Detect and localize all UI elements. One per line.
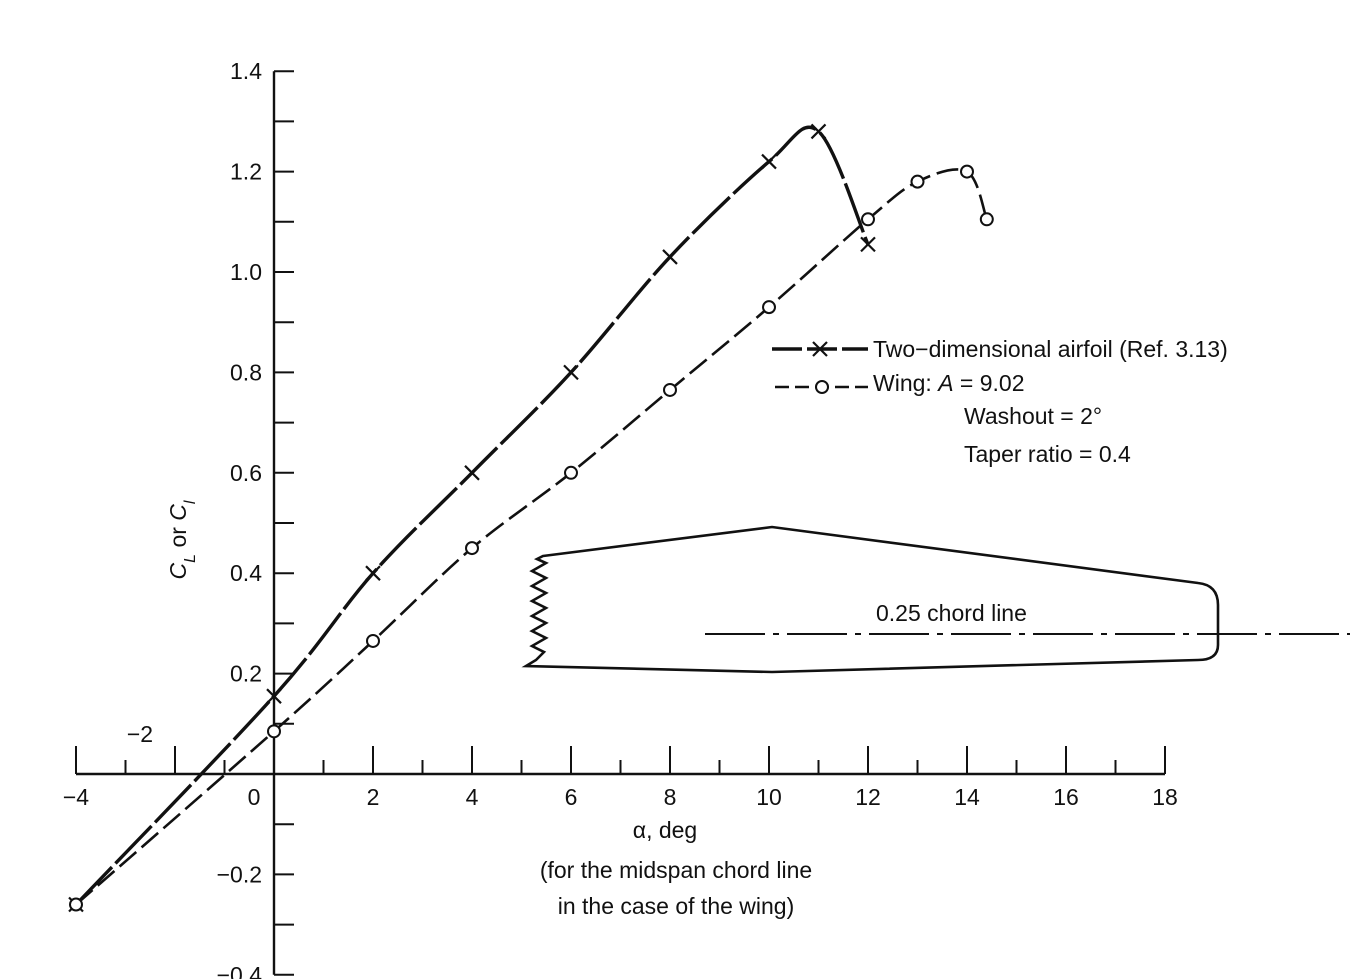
y-tick-label: 1.2 — [230, 159, 262, 185]
axes: −4 0 2 4 6 8 10 12 14 16 18 −2 −0.4 −0.2 0.2 0.4 0.6 0.8 1… — [63, 58, 1178, 979]
y-tick-label: 1.4 — [230, 58, 262, 84]
y-tick-label: −0.2 — [217, 861, 262, 887]
wing-point — [366, 633, 380, 648]
wing-point — [960, 164, 974, 179]
y-tick-label: 0.6 — [230, 460, 262, 486]
x-tick-label: 2 — [367, 784, 380, 810]
legend-wing-prefix: Wing: — [873, 370, 938, 396]
airfoil-point — [810, 123, 827, 140]
x-tick-label: 0 — [248, 784, 261, 810]
wing-point — [861, 212, 875, 227]
x-tick-label: 4 — [466, 784, 479, 810]
x-tick-label: 8 — [664, 784, 677, 810]
airfoil-point — [266, 688, 282, 704]
wing-planform-inset: 0.25 chord line — [521, 525, 1350, 674]
airfoil-point — [662, 249, 678, 265]
airfoil-point — [365, 565, 381, 581]
legend-airfoil-label: Two−dimensional airfoil (Ref. 3.13) — [873, 336, 1228, 362]
x-tick-label: 12 — [855, 784, 881, 810]
legend-airfoil-marker — [812, 341, 828, 357]
wing-point — [762, 300, 776, 315]
y-tick-label: 0.4 — [230, 560, 262, 586]
x-tick-label: 18 — [1152, 784, 1178, 810]
y-tick-label: 1.0 — [230, 259, 262, 285]
legend: Two−dimensional airfoil (Ref. 3.13) Wing… — [772, 336, 1228, 467]
wing-point — [267, 724, 281, 739]
wing-point — [69, 897, 83, 912]
x-tick-label: 6 — [565, 784, 578, 810]
x-tick-label: −2 — [127, 721, 153, 747]
airfoil-point — [563, 364, 579, 381]
airfoil-point — [761, 153, 777, 170]
airfoil-point — [860, 236, 876, 253]
y-axis-title: CL or Cl — [165, 500, 199, 579]
x-tick-label: −4 — [63, 784, 89, 810]
legend-wing-value: = 9.02 — [954, 370, 1025, 396]
wing-point — [979, 212, 994, 227]
x-tick-label: 10 — [756, 784, 782, 810]
legend-washout: Washout = 2° — [964, 403, 1102, 429]
legend-wing-label: Wing: A = 9.02 — [873, 370, 1025, 396]
x-axis-title: α, deg — [633, 817, 697, 843]
wing-curve — [75, 168, 989, 906]
y-tick-label: −0.4 — [217, 962, 263, 979]
x-axis-note-line-2: in the case of the wing) — [558, 893, 795, 919]
quarter-chord-label: 0.25 chord line — [876, 600, 1027, 626]
wing-point — [910, 174, 925, 189]
x-tick-label: 14 — [954, 784, 980, 810]
legend-wing-marker — [815, 380, 829, 394]
planform-outline — [521, 525, 1220, 674]
x-tick-label: 16 — [1053, 784, 1079, 810]
legend-taper-ratio: Taper ratio = 0.4 — [964, 441, 1131, 467]
legend-wing-variable: A — [936, 370, 953, 396]
markers-layer — [68, 123, 994, 913]
wing-point — [564, 465, 578, 480]
series-layer — [74, 125, 989, 906]
x-axis-note-line-1: (for the midspan chord line — [540, 857, 812, 883]
wing-point — [465, 541, 479, 556]
wing-point — [663, 382, 677, 397]
airfoil-point — [464, 465, 480, 481]
y-tick-label: 0.8 — [230, 359, 262, 385]
y-tick-label: 0.2 — [230, 661, 262, 687]
